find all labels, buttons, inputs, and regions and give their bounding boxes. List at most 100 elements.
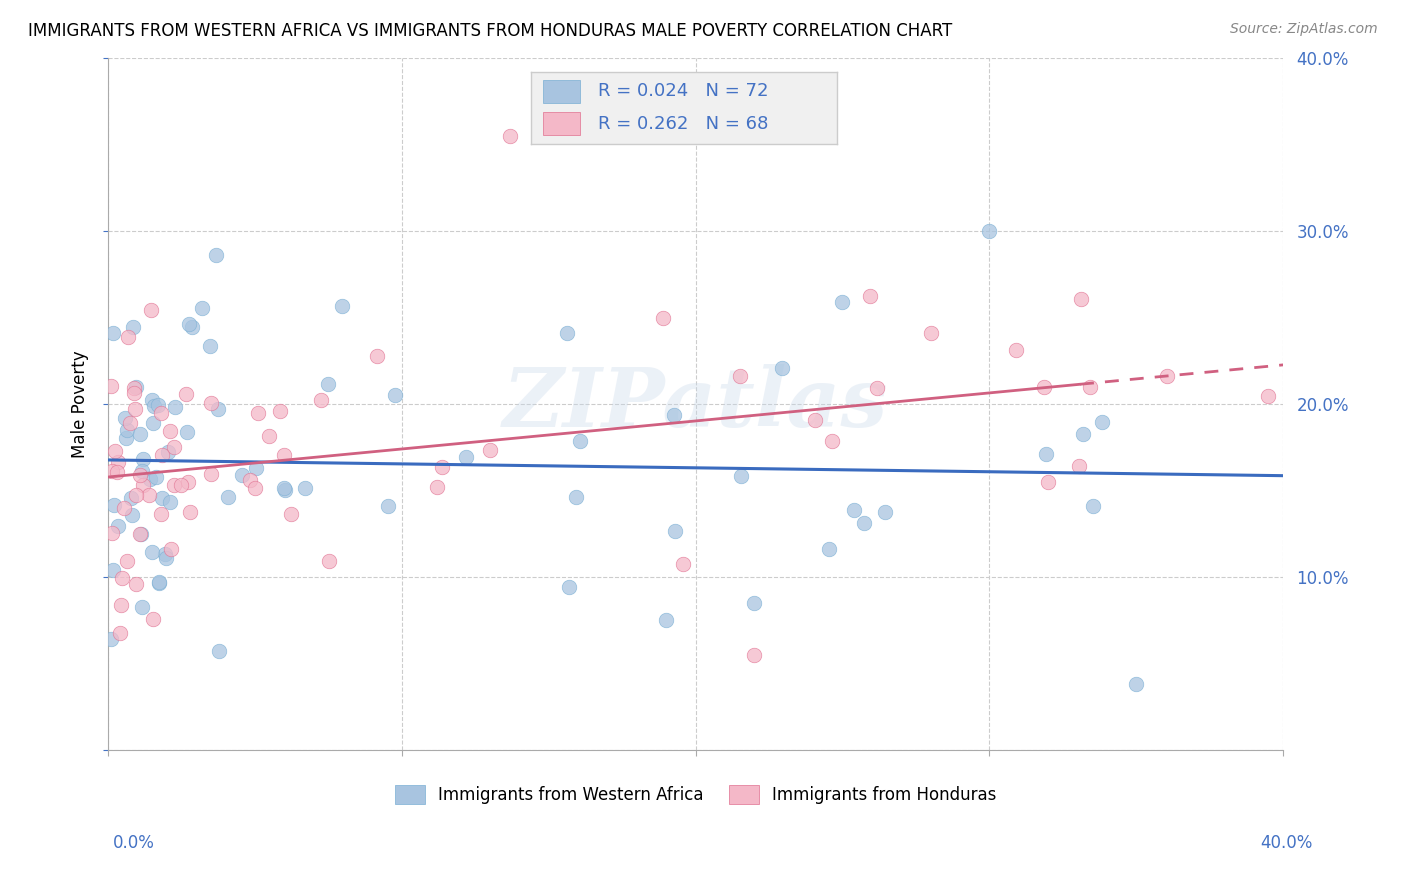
Point xyxy=(655,613,678,627)
Point xyxy=(132,452,155,467)
Point xyxy=(652,311,675,326)
Point xyxy=(142,417,165,431)
Point xyxy=(138,488,160,502)
Point xyxy=(110,571,132,585)
Point xyxy=(120,416,142,430)
Point xyxy=(131,527,153,541)
Point xyxy=(259,429,281,443)
Point xyxy=(821,434,844,449)
Point xyxy=(384,388,406,402)
Point xyxy=(162,440,184,454)
Point xyxy=(239,473,262,487)
Point xyxy=(1156,369,1178,384)
Point xyxy=(103,498,125,512)
Point xyxy=(247,406,270,420)
Point xyxy=(148,575,170,590)
Point xyxy=(730,469,752,483)
Point xyxy=(101,525,124,540)
Point xyxy=(273,448,295,462)
Point xyxy=(1078,380,1101,394)
Point xyxy=(146,398,169,412)
Point xyxy=(1005,343,1028,358)
Point xyxy=(979,224,1001,238)
Point xyxy=(804,413,827,427)
Point xyxy=(100,379,122,393)
Point xyxy=(200,395,222,409)
Point xyxy=(107,455,129,469)
Point xyxy=(920,326,942,340)
Point xyxy=(316,377,339,392)
Point xyxy=(124,401,146,416)
Point xyxy=(294,481,316,495)
Point xyxy=(831,295,853,310)
Point xyxy=(844,502,866,516)
Point xyxy=(117,330,139,344)
Point xyxy=(115,423,138,437)
Point xyxy=(231,467,253,482)
Point xyxy=(1091,415,1114,429)
Point xyxy=(204,247,226,261)
Point xyxy=(269,404,291,418)
Point xyxy=(1125,677,1147,691)
Point xyxy=(122,386,145,401)
Point xyxy=(100,632,122,646)
Text: IMMIGRANTS FROM WESTERN AFRICA VS IMMIGRANTS FROM HONDURAS MALE POVERTY CORRELAT: IMMIGRANTS FROM WESTERN AFRICA VS IMMIGR… xyxy=(28,22,952,40)
Point xyxy=(426,480,449,494)
Point xyxy=(131,600,153,615)
Text: Source: ZipAtlas.com: Source: ZipAtlas.com xyxy=(1230,22,1378,37)
Point xyxy=(1257,389,1279,403)
Point xyxy=(170,478,193,492)
Point xyxy=(179,317,201,331)
Point xyxy=(145,470,167,484)
Point xyxy=(1036,475,1059,489)
Point xyxy=(1067,459,1090,474)
Point xyxy=(131,464,153,478)
Point xyxy=(141,545,163,559)
Point xyxy=(728,368,751,383)
Point xyxy=(108,626,131,640)
Point xyxy=(217,490,239,504)
Point xyxy=(176,425,198,440)
Point xyxy=(157,445,180,459)
Point xyxy=(273,481,295,495)
Point xyxy=(1081,499,1104,513)
Point xyxy=(866,381,889,395)
Point xyxy=(128,527,150,541)
Text: 0.0%: 0.0% xyxy=(112,834,155,852)
Point xyxy=(125,488,148,502)
Point xyxy=(124,381,146,395)
Point xyxy=(129,468,152,483)
Point xyxy=(110,598,132,612)
Point xyxy=(200,467,222,481)
Point xyxy=(1070,292,1092,306)
Point xyxy=(159,425,181,439)
Point xyxy=(853,516,876,530)
Point xyxy=(105,465,128,479)
Point xyxy=(139,472,162,486)
Point xyxy=(141,392,163,407)
Point xyxy=(309,392,332,407)
Point xyxy=(149,406,172,420)
Point xyxy=(366,349,388,363)
Point xyxy=(1071,427,1094,442)
Point xyxy=(478,442,501,457)
Point xyxy=(742,648,765,662)
Point xyxy=(191,301,214,315)
Point xyxy=(672,557,695,571)
Point xyxy=(165,401,187,415)
Point xyxy=(132,477,155,491)
Point xyxy=(120,491,142,506)
Point xyxy=(1032,380,1054,394)
Point xyxy=(662,408,685,422)
Y-axis label: Male Poverty: Male Poverty xyxy=(72,350,89,458)
Point xyxy=(114,410,136,425)
Point xyxy=(742,596,765,610)
Point xyxy=(155,550,177,565)
Point xyxy=(377,499,399,513)
Point xyxy=(180,320,202,334)
Point xyxy=(558,580,581,594)
Point xyxy=(208,644,231,658)
Point xyxy=(280,507,302,521)
Point xyxy=(179,506,201,520)
Point xyxy=(114,431,136,445)
